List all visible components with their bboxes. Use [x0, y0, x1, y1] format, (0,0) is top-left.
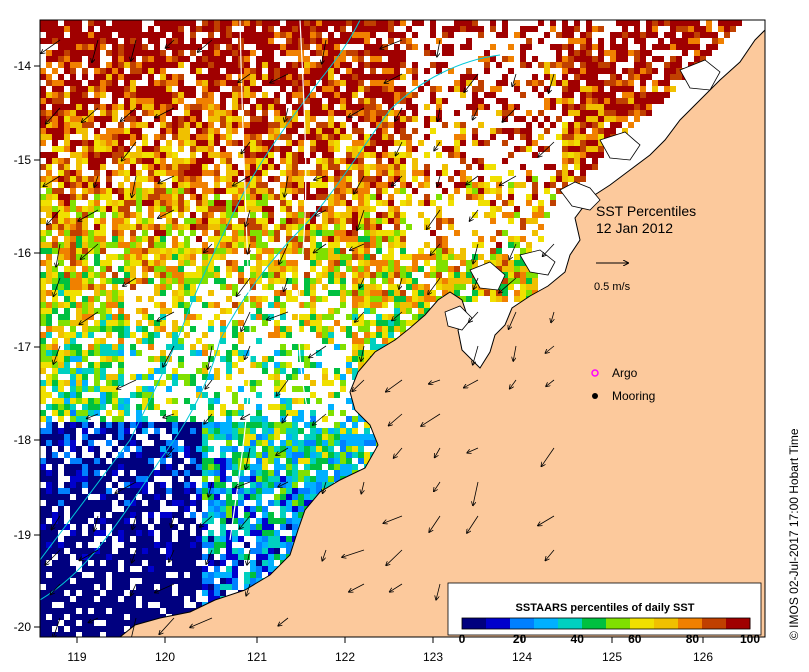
lon-tick-label: 122: [335, 650, 355, 664]
colorbar-swatch: [630, 618, 655, 629]
lat-tick-label: -20: [14, 620, 32, 634]
argo-icon: [591, 369, 599, 377]
colorbar-swatch: [462, 618, 487, 629]
lon-tick-label: 126: [693, 650, 713, 664]
colorbar-swatch: [654, 618, 679, 629]
longitude-axis: 119 120 121 122 123 124 125 126: [67, 637, 713, 664]
legend-argo-label: Argo: [612, 366, 638, 380]
lat-tick-label: -15: [14, 153, 32, 167]
colorbar-swatch: [486, 618, 511, 629]
colorbar: [461, 617, 751, 630]
latitude-axis: -14 -15 -16 -17 -18 -19 -20: [14, 59, 40, 634]
colorbar-swatch: [582, 618, 607, 629]
map-date: 12 Jan 2012: [596, 220, 673, 236]
plot-frame: [39, 19, 766, 638]
colorbar-tick-label: 60: [628, 632, 642, 646]
imos-credit: © IMOS 02-Jul-2017 17:00 Hobart Time: [787, 428, 801, 640]
coastline-islands: [444, 59, 721, 331]
lat-tick-label: -18: [14, 433, 32, 447]
colorbar-title: SSTAARS percentiles of daily SST: [516, 602, 695, 614]
lat-tick-label: -17: [14, 340, 32, 354]
lat-tick-label: -19: [14, 528, 32, 542]
colorbar-tick-label: 40: [571, 632, 585, 646]
lat-tick-label: -14: [14, 59, 32, 73]
colorbar-swatch: [726, 618, 751, 629]
legend-mooring-label: Mooring: [612, 389, 655, 403]
lon-tick-label: 120: [155, 650, 175, 664]
bathymetry-contours: [40, 20, 501, 601]
colorbar-tick-label: 100: [740, 632, 760, 646]
land-mass: [119, 20, 765, 637]
colorbar-swatch: [678, 618, 703, 629]
map-title: SST Percentiles: [596, 203, 696, 219]
colorbar-swatch: [558, 618, 583, 629]
mooring-icon: [592, 393, 598, 399]
lon-tick-label: 121: [247, 650, 267, 664]
colorbar-swatch: [510, 618, 535, 629]
lon-tick-label: 124: [512, 650, 532, 664]
colorbar-swatch: [534, 618, 559, 629]
colorbar-tick-label: 80: [686, 632, 700, 646]
lon-tick-label: 119: [67, 650, 86, 664]
colorbar-frame: [461, 617, 751, 630]
current-vectors: [41, 39, 554, 637]
vector-scale-label: 0.5 m/s: [594, 281, 631, 293]
colorbar-tick-label: 20: [513, 632, 527, 646]
colorbar-swatch: [606, 618, 631, 629]
lon-tick-label: 123: [423, 650, 443, 664]
lat-tick-label: -16: [14, 246, 32, 260]
colorbar-ticks: 0 20 40 60 80 100: [459, 632, 761, 646]
lon-tick-label: 125: [602, 650, 622, 664]
colorbar-tick-label: 0: [459, 632, 466, 646]
colorbar-swatch: [702, 618, 727, 629]
